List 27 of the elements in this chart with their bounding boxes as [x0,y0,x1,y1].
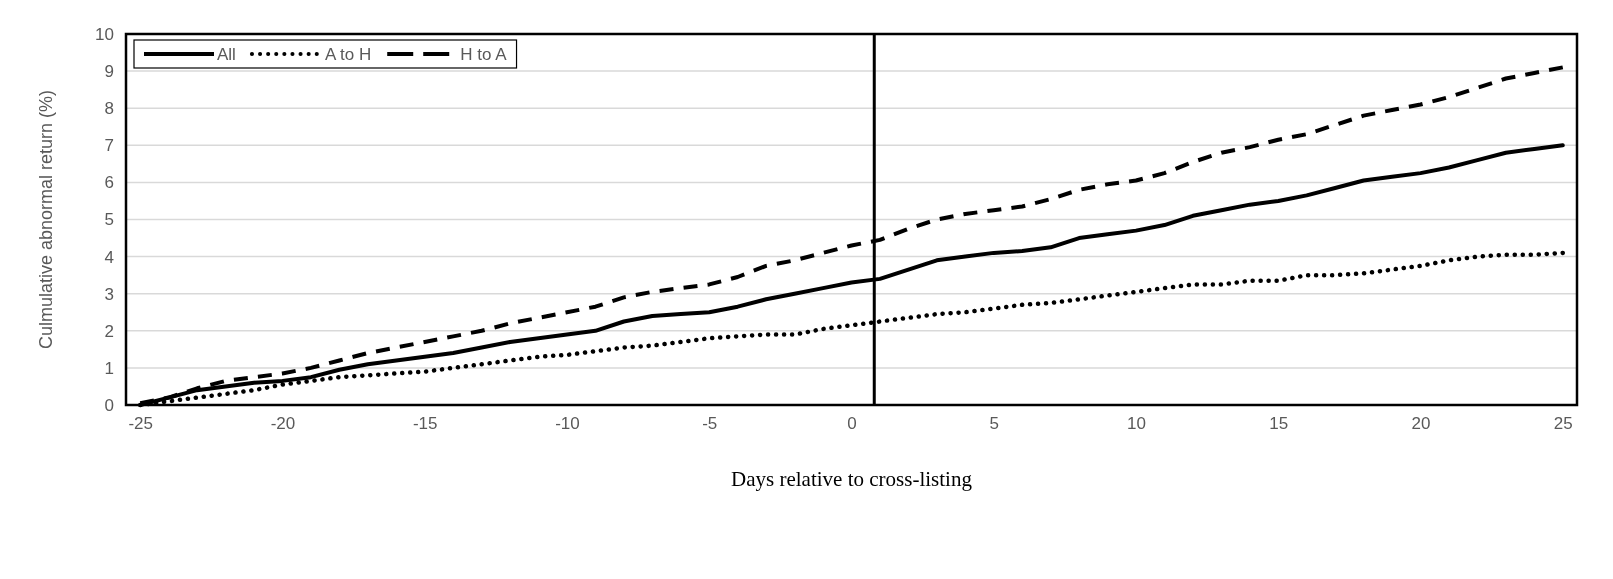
x-tick-label: 10 [1127,414,1146,434]
y-tick-label: 3 [104,284,114,304]
y-tick-label: 6 [104,173,114,193]
legend-label: All [217,45,236,64]
x-tick-label: -5 [702,414,718,434]
x-tick-label: 5 [989,414,999,434]
y-tick-label: 8 [104,99,114,119]
x-tick-label: 15 [1269,414,1289,434]
legend-label: A to H [324,45,372,64]
x-tick-label: -25 [128,414,154,434]
y-tick-label: 0 [104,395,114,415]
x-tick-label: -15 [412,414,438,434]
x-tick-label: 25 [1553,414,1573,434]
y-tick-label: 4 [104,247,114,267]
y-tick-label: 2 [104,321,114,341]
x-axis-title: Days relative to cross-listing [731,467,973,491]
x-tick-label: -20 [270,414,296,434]
y-tick-label: 9 [104,62,114,82]
legend-label: H to A [460,45,508,64]
y-axis-title: Culmulative abnormal return (%) [36,89,56,350]
y-tick-label: 7 [104,136,114,156]
x-tick-label: 0 [847,414,857,434]
x-tick-label: 20 [1411,414,1431,434]
x-tick-label: -10 [555,414,580,434]
y-tick-label: 5 [104,210,114,230]
y-tick-label: 10 [95,24,114,44]
y-tick-label: 1 [104,358,114,378]
